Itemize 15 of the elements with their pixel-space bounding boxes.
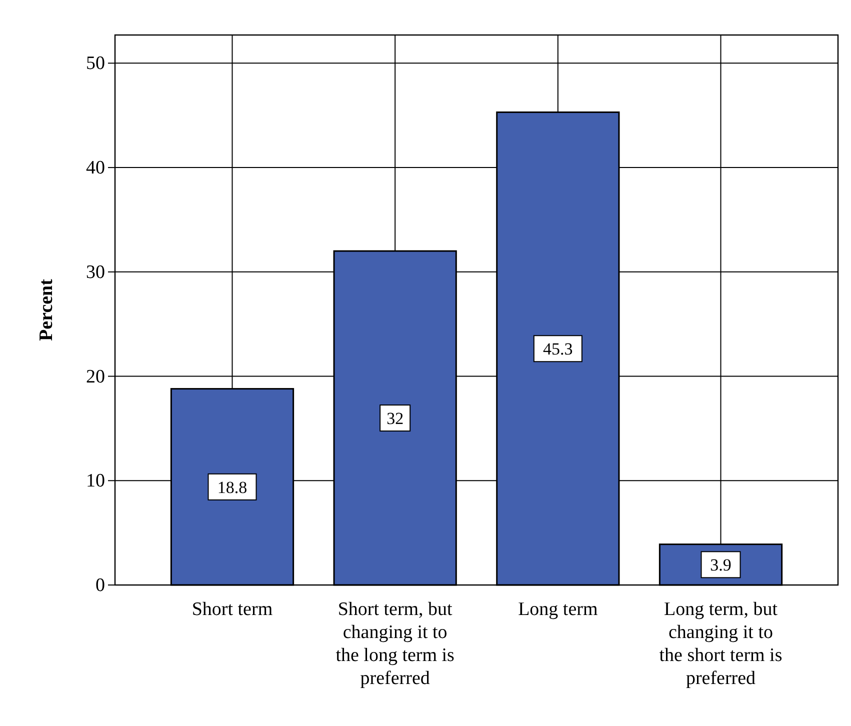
x-tick-label: Short term: [192, 599, 273, 620]
y-axis-title: Percent: [36, 278, 57, 341]
y-tick-label: 40: [86, 158, 105, 179]
data-label: 45.3: [543, 340, 573, 359]
y-tick-label: 10: [86, 470, 105, 492]
x-tick-label: Long term, but changing it to the short term is preferred: [659, 599, 782, 689]
y-tick-label: 0: [96, 575, 105, 596]
y-tick-label: 20: [86, 366, 105, 388]
data-label: 3.9: [710, 556, 732, 575]
data-label: 18.8: [217, 478, 248, 497]
y-tick-label: 30: [86, 262, 105, 283]
data-label: 32: [386, 409, 404, 428]
x-tick-label: Short term, but changing it to the long term is preferred: [336, 599, 454, 689]
x-tick-label: Long term: [518, 599, 598, 620]
y-tick-label: 50: [86, 53, 105, 74]
